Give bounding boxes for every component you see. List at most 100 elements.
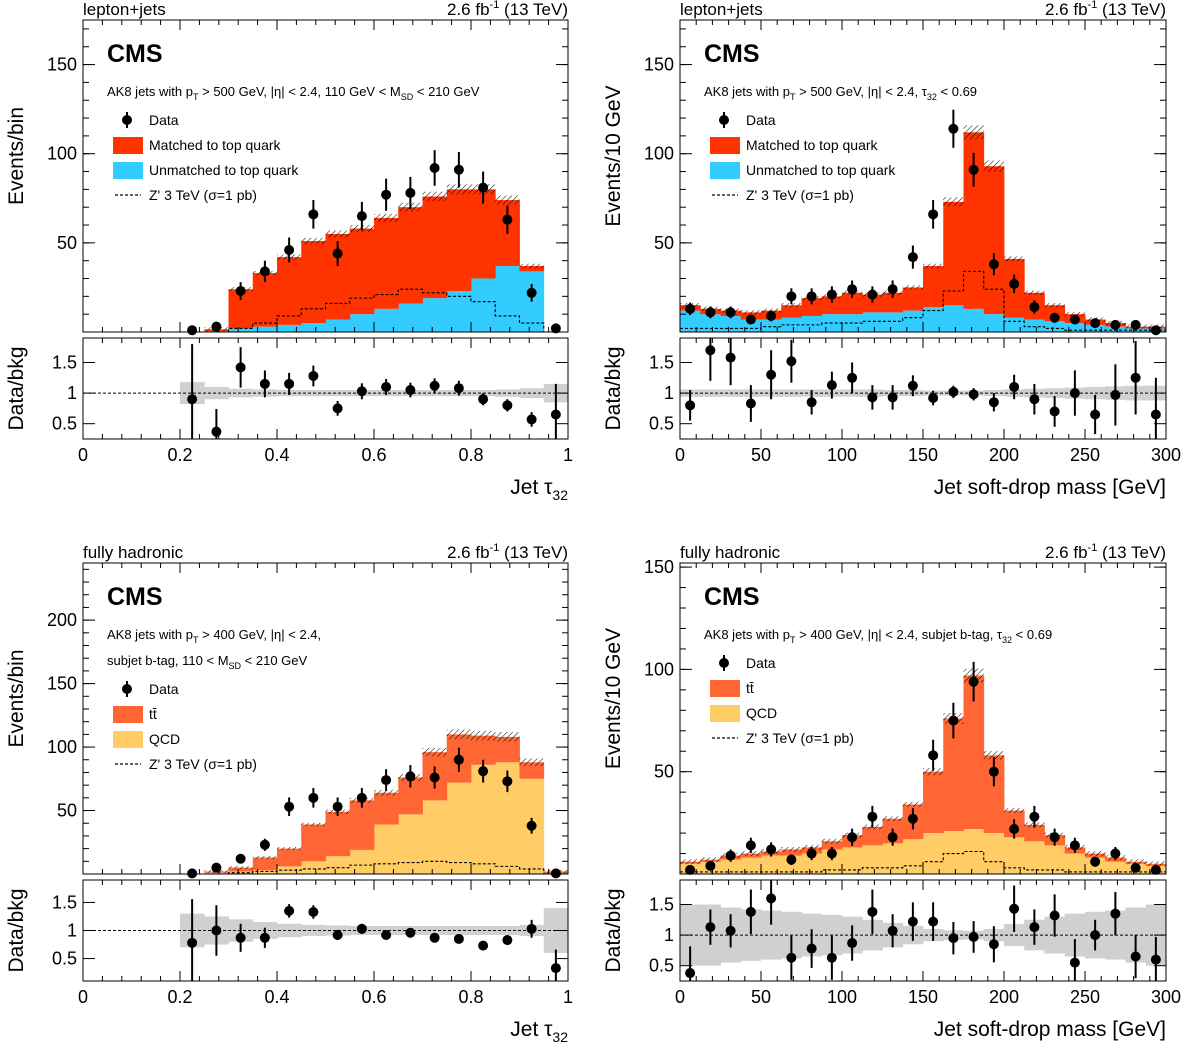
data-point [1069,840,1080,851]
legend-swatch [113,731,143,748]
legend-swatch [113,162,143,179]
ratio-point [478,940,489,951]
uncertainty-hatch [374,213,399,222]
bar-qcd [943,831,964,874]
ratio-y-tick-label: 1 [664,925,674,945]
data-point [478,182,489,193]
x-tick-label: 0.4 [264,987,289,1007]
bar-matched [983,166,1005,315]
uncertainty-hatch [446,729,471,740]
series-unmatched [204,266,545,332]
ratio-point [453,933,464,944]
bar-unmatched [761,319,782,332]
ratio-point [928,392,939,403]
bar-unmatched [422,298,448,332]
legend-label: tt̄ [746,680,754,696]
ratio-point [526,923,537,934]
bar-qcd [740,857,762,874]
data-point [356,792,367,803]
bar-qcd [252,870,278,874]
ratio-y-tick-label: 1.5 [649,352,674,372]
y-axis-label: Events/bin [5,649,28,747]
data-point [948,123,959,134]
data-point [405,187,416,198]
ratio-point [745,906,756,917]
ratio-point [1090,409,1101,420]
uncertainty-hatch [700,857,721,863]
ratio-point [381,929,392,940]
bar-unmatched [882,312,904,332]
main-frame [82,562,569,875]
x-tick-label: 300 [1151,445,1181,465]
ratio-point [259,932,270,943]
ratio-points [187,899,561,981]
data-point [429,162,440,173]
ratio-point [211,925,222,936]
bar-ttbar [923,771,944,834]
data-point [526,287,537,298]
uncertainty-hatch [963,125,984,140]
ratio-point [786,356,797,367]
ratio-y-tick-label: 1.5 [649,894,674,914]
lumi-label: 2.6 fb-1 (13 TeV) [447,542,568,562]
data-point [308,792,319,803]
data-point [847,832,858,843]
ratio-y-axis-label: Data/bkg [602,888,625,972]
data-point [453,164,464,175]
series-qcd [680,828,1167,874]
bar-matched [277,257,302,325]
uncertainty-hatch [325,230,350,238]
data-point [928,750,939,761]
bar-matched [519,266,545,272]
bar-ttbar [301,824,326,862]
x-tick-label: 200 [989,445,1019,465]
bar-unmatched [1024,319,1045,332]
selection-text: AK8 jets with pT​ > 500 GeV, |η| < 2.4, … [704,84,977,102]
panel-hadronic-mass: 0 50 100 150 200 250 300 50 100 150 Events/10 GeV f… [602,542,1181,1041]
y-axis-label: Events/bin [5,107,28,205]
uncertainty-hatch [740,851,761,856]
ratio-point [332,403,343,414]
data-point [786,291,797,302]
data-point [1110,319,1121,330]
data-point [332,801,343,812]
bar-ttbar [277,848,302,867]
x-tick-label: 0.8 [458,445,483,465]
uncertainty-hatch [902,285,923,290]
uncertainty-hatch [781,846,802,852]
cms-label: CMS [704,583,760,611]
ratio-point [187,937,198,948]
ratio-y-tick-label: 1 [664,383,674,403]
data-point [887,832,898,843]
ratio-point [284,378,295,389]
uncertainty-hatch [923,768,944,776]
legend-data-marker [719,115,729,125]
bar-unmatched [471,278,496,332]
legend-swatch [710,705,740,722]
ratio-points [685,338,1161,439]
y-tick-label: 150 [47,55,77,75]
ratio-point [259,378,270,389]
data-point [705,307,716,318]
data-point [308,209,319,220]
y-tick-label: 100 [644,144,674,164]
ratio-point [907,916,918,927]
data-point [1009,823,1020,834]
ratio-y-tick-label: 0.5 [52,949,77,969]
bar-qcd [902,839,924,874]
data-point [550,868,561,879]
data-point [786,854,797,865]
ratio-point [1130,372,1141,383]
channel-label: fully hadronic [680,543,781,562]
x-tick-label: 0 [78,445,88,465]
data-point [826,848,837,859]
ratio-point [235,932,246,943]
ratio-point [502,935,513,946]
uncertainty-hatch [422,747,447,757]
data-point [1090,856,1101,867]
data-point [1130,862,1141,873]
legend-data-marker [122,115,132,125]
data-point [235,853,246,864]
uncertainty-hatch [495,195,520,205]
x-tick-label: 0.6 [361,445,386,465]
